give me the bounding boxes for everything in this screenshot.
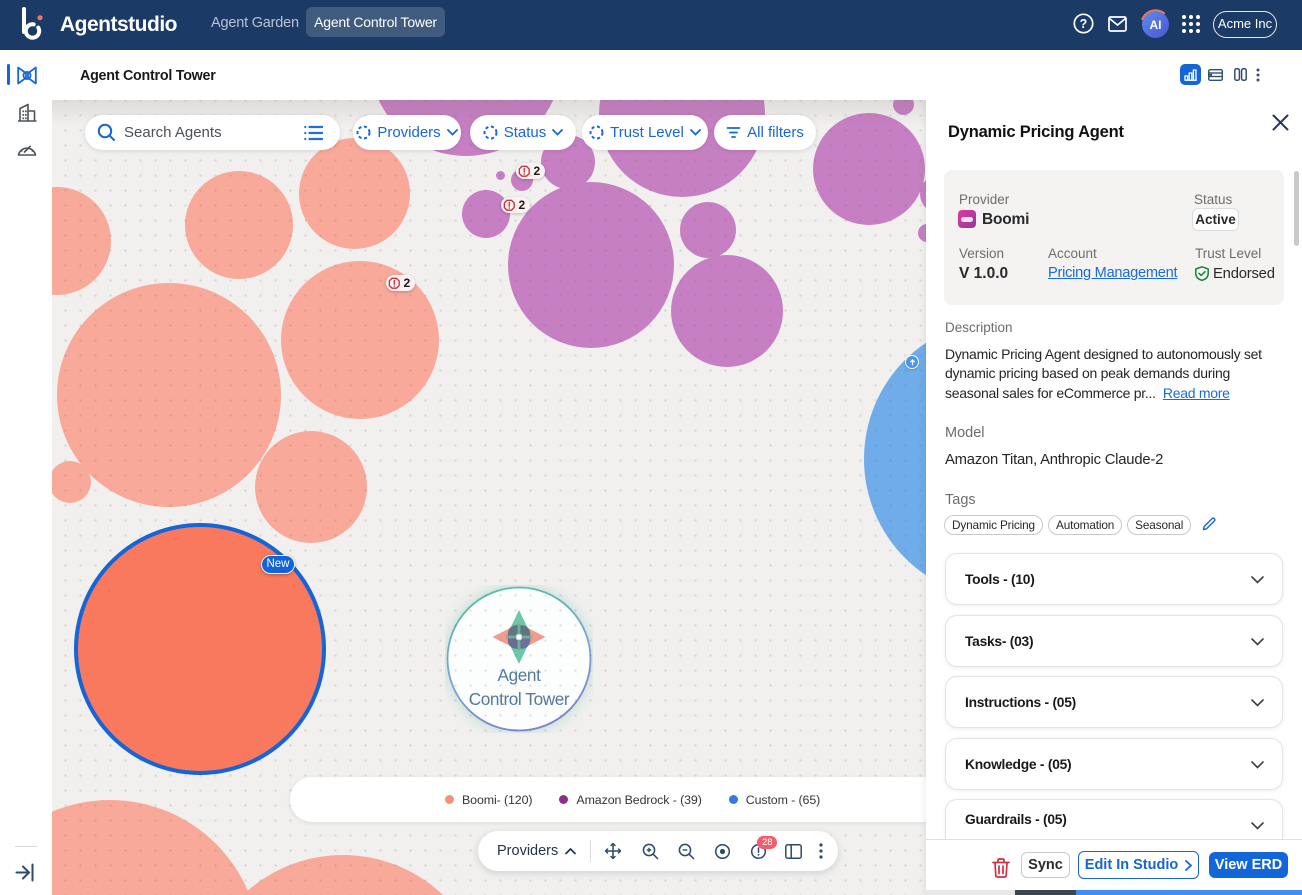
svg-text:Control Tower: Control Tower (469, 689, 570, 709)
svg-text:?: ? (1080, 17, 1088, 31)
svg-text:Agent: Agent (498, 665, 542, 685)
svg-text:AI: AI (1150, 18, 1162, 32)
